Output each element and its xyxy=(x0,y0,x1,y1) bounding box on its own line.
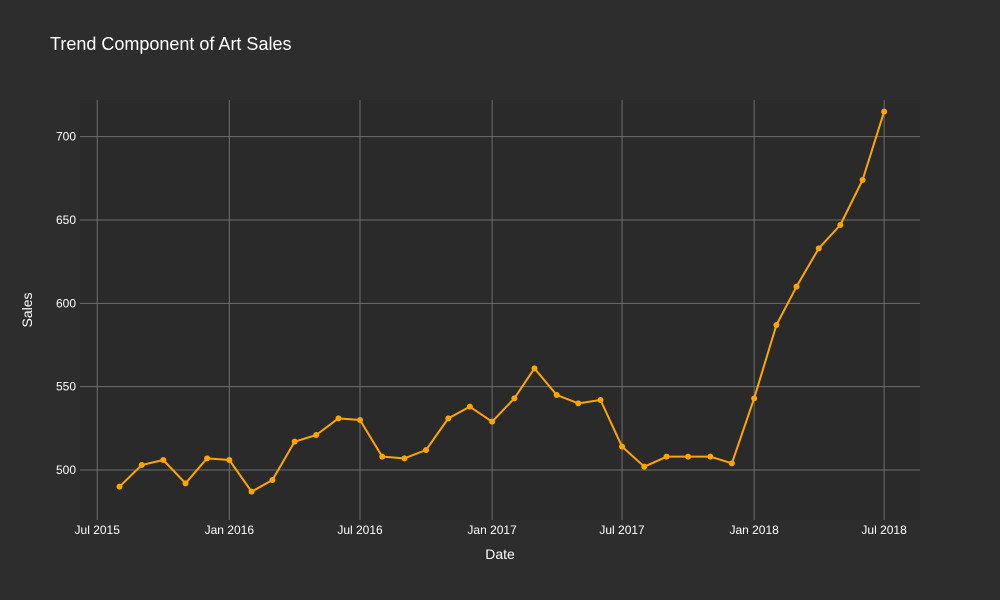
data-point xyxy=(138,462,145,468)
data-point xyxy=(641,463,648,470)
data-point xyxy=(160,457,167,463)
data-point xyxy=(313,432,320,438)
y-tick-label: 500 xyxy=(56,463,76,477)
data-point xyxy=(357,417,363,423)
data-point xyxy=(248,488,255,495)
x-tick-label: Jul 2016 xyxy=(337,523,383,537)
data-point xyxy=(619,443,626,450)
data-point xyxy=(663,453,670,460)
x-tick-label: Jul 2015 xyxy=(75,523,121,537)
series-line xyxy=(118,111,886,493)
data-point xyxy=(531,365,538,372)
data-point xyxy=(773,322,780,328)
data-point xyxy=(445,415,452,422)
x-tick-label: Jul 2017 xyxy=(599,523,645,537)
x-axis: Jul 2015 Jan 2016 Jul 2016 Jan 2017 Jul 2017… xyxy=(75,523,908,537)
y-axis: 500 550 600 650 700 xyxy=(56,130,76,477)
data-point xyxy=(707,453,714,460)
y-tick-label: 550 xyxy=(56,380,76,394)
data-point xyxy=(751,395,758,402)
x-tick-label: Jul 2018 xyxy=(861,523,907,537)
data-point xyxy=(379,453,386,460)
data-point xyxy=(793,283,800,290)
data-point xyxy=(423,447,430,453)
y-tick-label: 700 xyxy=(56,130,76,144)
data-point xyxy=(553,392,560,398)
data-point xyxy=(575,400,582,407)
data-point xyxy=(859,177,866,183)
data-point xyxy=(226,457,233,463)
data-point xyxy=(335,415,342,422)
data-point xyxy=(204,455,211,462)
data-point xyxy=(837,222,844,228)
data-point xyxy=(291,438,298,445)
data-point xyxy=(815,245,822,252)
x-tick-label: Jan 2016 xyxy=(205,523,255,537)
data-point xyxy=(401,455,408,462)
data-point xyxy=(511,395,518,402)
data-point xyxy=(182,480,189,487)
x-gridlines xyxy=(96,100,885,520)
data-point xyxy=(728,460,735,467)
x-axis-title: Date xyxy=(485,546,515,562)
x-tick-label: Jan 2018 xyxy=(729,523,779,537)
data-point xyxy=(116,483,123,490)
y-tick-label: 600 xyxy=(56,296,76,310)
data-point xyxy=(269,477,276,483)
series-trend xyxy=(116,108,888,495)
y-tick-label: 650 xyxy=(56,213,76,227)
y-gridlines xyxy=(80,136,920,471)
data-point xyxy=(466,403,473,410)
y-axis-title: Sales xyxy=(19,292,35,327)
chart-title: Trend Component of Art Sales xyxy=(50,34,291,54)
data-point xyxy=(685,453,692,460)
data-point xyxy=(881,108,888,115)
data-point xyxy=(597,397,604,403)
data-point xyxy=(489,418,496,425)
plot-area xyxy=(80,100,920,520)
x-tick-label: Jan 2017 xyxy=(467,523,517,537)
